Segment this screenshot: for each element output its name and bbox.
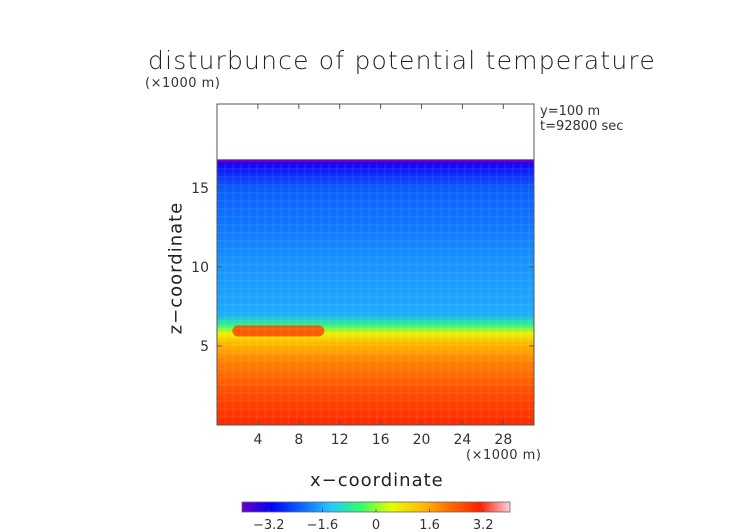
y-tick-label: 15 [191,181,209,197]
chart-title: disturbunce of potential temperature [148,46,656,75]
colorbar-tick-label: 0 [372,518,380,532]
annotation: y=100 m t=92800 sec [540,104,623,134]
x-tick-label: 24 [454,432,472,448]
colorbar-tick-label: 1.6 [419,518,440,532]
x-tick-label: 4 [253,432,262,448]
x-axis-label: x−coordinate [310,470,444,491]
heatmap-field [217,159,534,425]
x-tick-label: 28 [494,432,512,448]
x-tick-label: 12 [331,432,349,448]
heatmap-body [217,160,534,425]
x-ticks: 4 8 12 16 20 24 28 [253,104,512,448]
plot-frame [216,103,535,426]
x-tick-label: 20 [413,432,431,448]
y-unit-label: (×1000 m) [145,76,221,91]
x-unit-label: (×1000 m) [466,448,542,463]
y-tick-label: 5 [200,339,209,355]
colorbar-tick-label: 3.2 [473,518,494,532]
y-ticks: 5 10 15 [191,181,534,355]
x-tick-label: 8 [294,432,303,448]
y-tick-label: 10 [191,260,209,276]
warm-intrusion [232,325,325,337]
colorbar: −3.2 −1.6 0 1.6 3.2 [241,501,511,532]
t-annotation: t=92800 sec [540,119,624,134]
colorbar-tick-label: −3.2 [253,518,285,532]
x-tick-label: 16 [372,432,390,448]
y-annotation: y=100 m [540,104,601,119]
colorbar-tick-label: −1.6 [307,518,339,532]
